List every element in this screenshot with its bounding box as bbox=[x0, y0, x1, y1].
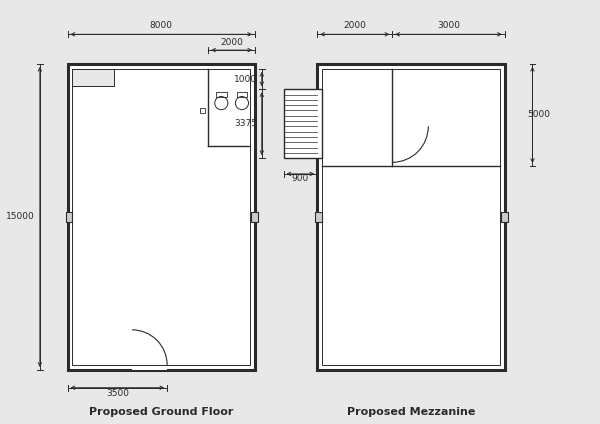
Text: 8000: 8000 bbox=[150, 21, 173, 31]
Text: 2000: 2000 bbox=[220, 38, 243, 47]
Bar bbox=[315, 212, 322, 222]
Bar bbox=[73, 69, 250, 365]
Bar bbox=[284, 89, 322, 158]
Text: Proposed Mezzanine: Proposed Mezzanine bbox=[347, 407, 475, 418]
Bar bbox=[251, 212, 258, 222]
Text: 1000: 1000 bbox=[234, 75, 257, 84]
Text: 15000: 15000 bbox=[6, 212, 35, 221]
Bar bbox=[200, 108, 205, 113]
Text: 2000: 2000 bbox=[343, 21, 366, 31]
Bar bbox=[216, 92, 227, 97]
Bar bbox=[132, 364, 167, 370]
Bar bbox=[501, 212, 508, 222]
Text: 5000: 5000 bbox=[527, 110, 551, 120]
Bar bbox=[65, 212, 73, 222]
Text: 3000: 3000 bbox=[437, 21, 460, 31]
Bar bbox=[236, 92, 247, 97]
Bar bbox=[73, 69, 114, 86]
Bar bbox=[317, 64, 505, 370]
Text: 900: 900 bbox=[292, 174, 309, 183]
Bar bbox=[322, 69, 500, 365]
Text: 3500: 3500 bbox=[106, 388, 129, 398]
Text: 3375: 3375 bbox=[234, 119, 257, 128]
Text: Proposed Ground Floor: Proposed Ground Floor bbox=[89, 407, 233, 418]
Bar bbox=[68, 64, 255, 370]
